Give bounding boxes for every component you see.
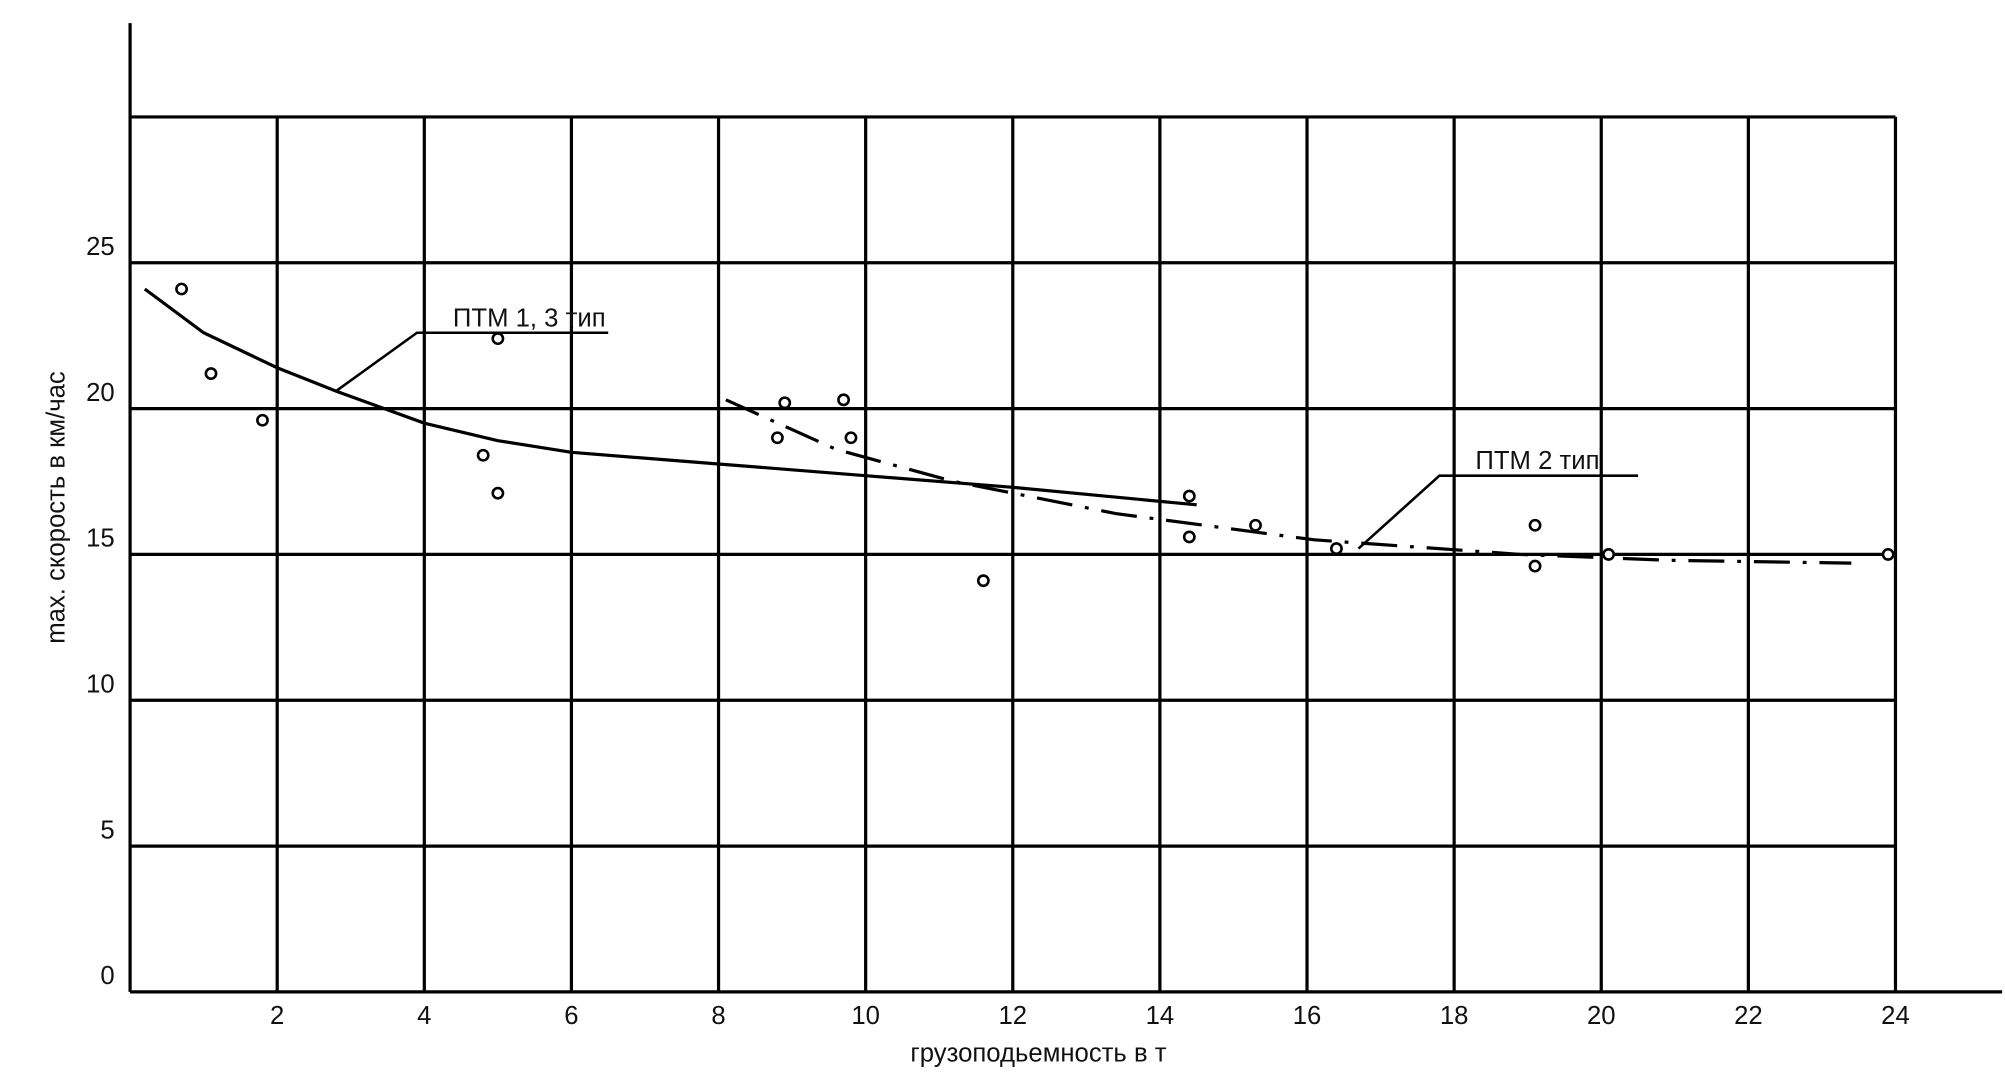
- data-point: [770, 431, 784, 445]
- x-axis-label: грузоподьемность в т: [910, 1039, 1166, 1067]
- annotation-label: ПТМ 2 тип: [1475, 447, 1599, 475]
- data-point: [1528, 518, 1542, 532]
- annotation-label: ПТМ 1, 3 тип: [453, 304, 606, 332]
- y-tick-label: 0: [100, 962, 114, 990]
- x-tick-label: 16: [1293, 1002, 1322, 1030]
- y-tick-label: 15: [86, 525, 115, 553]
- x-tick-label: 2: [270, 1002, 284, 1030]
- data-point: [204, 367, 218, 381]
- data-point: [256, 413, 269, 427]
- annotations: ПТМ 1, 3 тип ПТМ 2 тип: [335, 304, 1639, 550]
- series-lines: [143, 287, 1852, 565]
- data-point: [1182, 489, 1196, 503]
- y-tick-label: 20: [86, 379, 115, 407]
- x-tick-label: 20: [1587, 1002, 1616, 1030]
- x-tick-label: 14: [1146, 1002, 1175, 1030]
- data-point: [1881, 547, 1895, 561]
- data-point: [778, 396, 792, 410]
- series-line: [143, 287, 1197, 507]
- data-point: [491, 486, 505, 500]
- x-tick-label: 24: [1881, 1002, 1910, 1030]
- x-tick-label: 22: [1734, 1002, 1763, 1030]
- data-point: [1330, 542, 1343, 556]
- data-point: [476, 448, 490, 462]
- data-point: [837, 393, 851, 407]
- data-points: [175, 282, 1895, 588]
- data-point: [175, 282, 188, 296]
- x-tick-label: 8: [711, 1002, 725, 1030]
- x-tick-label: 18: [1440, 1002, 1469, 1030]
- y-tick-label: 5: [100, 816, 114, 844]
- axes: [128, 23, 2003, 994]
- data-point: [1528, 559, 1542, 573]
- data-point: [1249, 518, 1262, 532]
- x-tick-label: 4: [417, 1002, 431, 1030]
- y-tick-label: 25: [86, 233, 115, 261]
- data-point: [1182, 530, 1196, 544]
- x-tick-label: 6: [564, 1002, 578, 1030]
- series-line: [725, 398, 1852, 565]
- data-point: [1602, 547, 1616, 561]
- annotation-leader: [1357, 474, 1639, 550]
- grid: [130, 115, 1898, 992]
- data-point: [976, 574, 990, 588]
- x-tick-label: 10: [851, 1002, 880, 1030]
- data-point: [491, 332, 505, 346]
- y-tick-label: 10: [86, 671, 115, 699]
- data-point: [844, 431, 858, 445]
- x-tick-label: 12: [998, 1002, 1027, 1030]
- y-axis-label: max. скорость в км/час: [43, 371, 71, 644]
- annotation-leader: [335, 331, 609, 393]
